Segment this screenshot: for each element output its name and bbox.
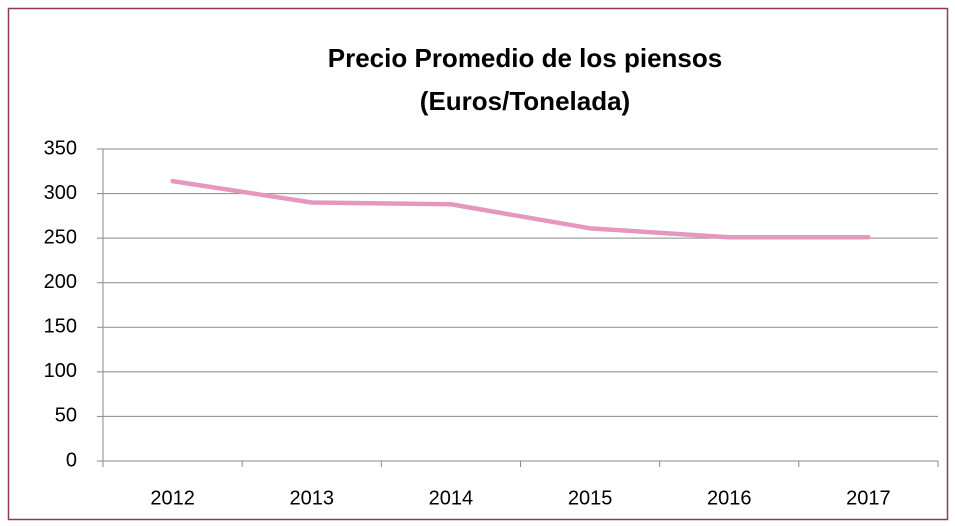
- y-tick-label: 350: [44, 137, 77, 159]
- y-tick-label: 200: [44, 271, 77, 293]
- x-tick-label: 2012: [150, 487, 195, 509]
- chart-frame: [7, 7, 949, 521]
- x-tick-label: 2016: [707, 487, 752, 509]
- x-tick-label: 2017: [846, 487, 891, 509]
- y-tick-label: 0: [66, 449, 77, 471]
- x-tick-label: 2015: [568, 487, 613, 509]
- y-tick-label: 100: [44, 360, 77, 382]
- chart-title: (Euros/Tonelada): [420, 86, 630, 116]
- x-tick-label: 2013: [290, 487, 335, 509]
- y-tick-label: 250: [44, 226, 77, 248]
- y-tick-label: 300: [44, 182, 77, 204]
- y-tick-label: 150: [44, 316, 77, 338]
- x-tick-label: 2014: [429, 487, 474, 509]
- chart-title: Precio Promedio de los piensos: [328, 43, 722, 73]
- y-tick-label: 50: [55, 405, 77, 427]
- data-line: [170, 178, 871, 240]
